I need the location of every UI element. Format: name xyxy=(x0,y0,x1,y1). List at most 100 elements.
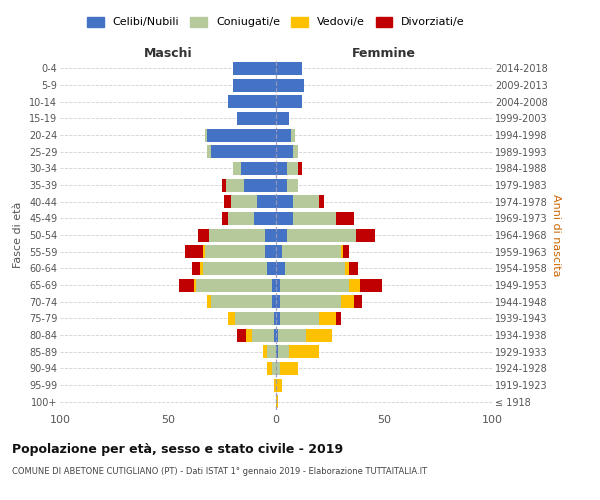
Bar xyxy=(230,195,257,208)
Bar xyxy=(360,278,382,291)
Bar xyxy=(257,195,276,208)
Bar xyxy=(209,228,265,241)
Bar xyxy=(276,178,287,192)
Bar xyxy=(293,145,298,158)
Bar xyxy=(280,295,341,308)
Bar xyxy=(222,212,229,225)
Text: Maschi: Maschi xyxy=(143,47,193,60)
Bar xyxy=(349,278,360,291)
Bar xyxy=(205,128,207,141)
Bar xyxy=(192,262,200,275)
Bar xyxy=(268,345,276,358)
Bar xyxy=(287,228,356,241)
Bar xyxy=(276,278,280,291)
Bar xyxy=(276,362,280,375)
Bar xyxy=(222,178,226,192)
Bar xyxy=(200,262,203,275)
Bar xyxy=(280,278,349,291)
Bar xyxy=(226,178,244,192)
Bar xyxy=(244,178,276,192)
Y-axis label: Fasce di età: Fasce di età xyxy=(13,202,23,268)
Bar xyxy=(276,195,293,208)
Bar xyxy=(207,145,211,158)
Bar xyxy=(287,178,298,192)
Bar xyxy=(233,62,276,75)
Bar xyxy=(349,262,358,275)
Bar xyxy=(179,278,194,291)
Bar xyxy=(276,395,278,408)
Bar xyxy=(263,345,268,358)
Bar xyxy=(224,195,230,208)
Bar xyxy=(254,212,276,225)
Bar xyxy=(276,212,293,225)
Bar xyxy=(233,78,276,92)
Bar xyxy=(291,128,295,141)
Bar xyxy=(272,295,276,308)
Bar xyxy=(343,245,349,258)
Bar xyxy=(306,328,332,342)
Bar xyxy=(356,228,376,241)
Bar xyxy=(274,312,276,325)
Bar xyxy=(354,295,362,308)
Bar xyxy=(229,212,254,225)
Bar xyxy=(268,262,276,275)
Bar xyxy=(293,195,319,208)
Bar xyxy=(278,345,289,358)
Bar xyxy=(265,245,276,258)
Bar xyxy=(235,312,274,325)
Bar xyxy=(276,128,291,141)
Bar xyxy=(229,312,235,325)
Bar xyxy=(276,295,280,308)
Bar xyxy=(345,262,349,275)
Bar xyxy=(276,262,284,275)
Bar xyxy=(280,312,319,325)
Bar xyxy=(194,278,196,291)
Bar xyxy=(246,328,252,342)
Bar xyxy=(337,212,354,225)
Bar xyxy=(293,212,337,225)
Bar xyxy=(203,262,268,275)
Bar xyxy=(276,162,287,175)
Bar xyxy=(276,378,283,392)
Bar xyxy=(276,145,293,158)
Bar xyxy=(203,245,205,258)
Bar xyxy=(196,278,272,291)
Bar xyxy=(284,262,345,275)
Bar xyxy=(237,112,276,125)
Bar xyxy=(276,78,304,92)
Bar xyxy=(276,312,280,325)
Bar xyxy=(272,278,276,291)
Bar xyxy=(207,128,276,141)
Bar xyxy=(237,328,246,342)
Bar xyxy=(211,145,276,158)
Bar xyxy=(319,195,323,208)
Bar xyxy=(185,245,203,258)
Bar xyxy=(319,312,337,325)
Bar xyxy=(298,162,302,175)
Bar xyxy=(207,295,211,308)
Bar xyxy=(276,345,278,358)
Bar xyxy=(268,362,272,375)
Bar xyxy=(198,228,209,241)
Bar xyxy=(241,162,276,175)
Bar xyxy=(337,312,341,325)
Bar xyxy=(205,245,265,258)
Bar xyxy=(278,328,306,342)
Bar xyxy=(283,245,341,258)
Legend: Celibi/Nubili, Coniugati/e, Vedovi/e, Divorziati/e: Celibi/Nubili, Coniugati/e, Vedovi/e, Di… xyxy=(87,16,465,28)
Bar xyxy=(272,362,276,375)
Bar xyxy=(274,378,276,392)
Bar xyxy=(276,245,283,258)
Text: Popolazione per età, sesso e stato civile - 2019: Popolazione per età, sesso e stato civil… xyxy=(12,442,343,456)
Bar xyxy=(233,162,241,175)
Bar xyxy=(274,328,276,342)
Bar xyxy=(252,328,274,342)
Bar xyxy=(280,362,298,375)
Bar xyxy=(211,295,272,308)
Bar xyxy=(276,95,302,108)
Bar xyxy=(289,345,319,358)
Bar xyxy=(341,295,354,308)
Bar xyxy=(276,112,289,125)
Bar xyxy=(341,245,343,258)
Bar xyxy=(276,62,302,75)
